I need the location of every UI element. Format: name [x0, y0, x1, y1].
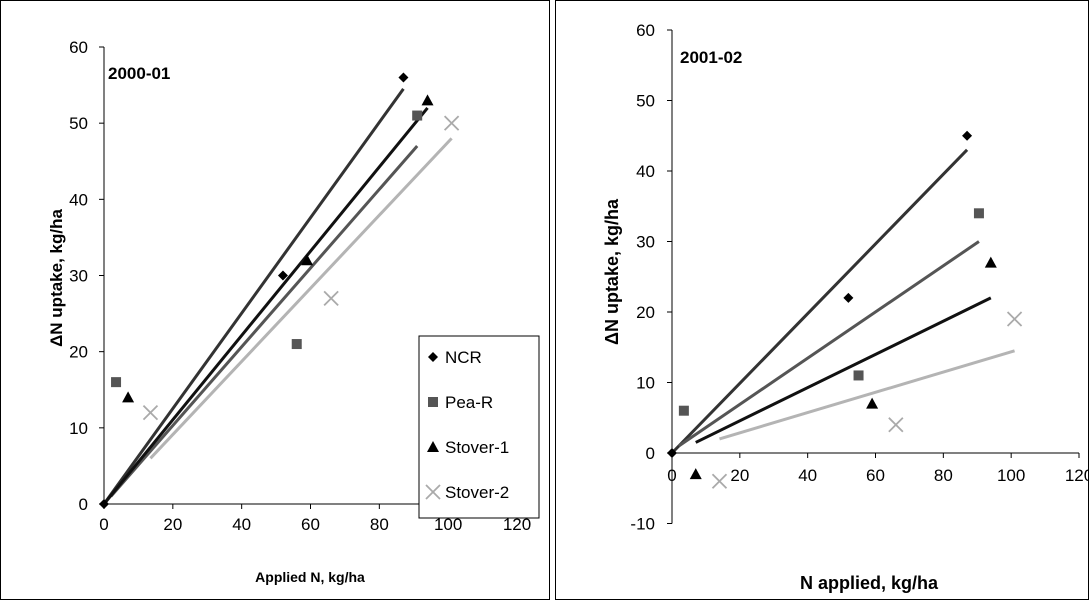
point-ncr [99, 499, 109, 509]
point-stover-1 [122, 391, 135, 403]
legend-label-pea-r: Pea-R [445, 393, 493, 412]
y-tick-label: 0 [646, 444, 655, 463]
point-ncr [962, 130, 973, 141]
legend-marker-stover-1 [427, 441, 439, 452]
y-tick-label: 10 [69, 419, 88, 438]
legend-marker-pea-r [428, 397, 438, 407]
y-tick-label: 40 [636, 162, 655, 181]
trendline-pea-r [677, 240, 980, 448]
chart-panel-2000-01: 0 10 20 30 40 50 60 0 20 40 60 80 100 120 2000-01 App… [0, 0, 550, 600]
point-stover-2 [711, 473, 728, 489]
axes-layer: -10 0 10 20 30 40 50 60 0 20 40 60 80 100 120 [630, 21, 1089, 534]
panel-title: 2000-01 [108, 64, 170, 83]
x-axis-label: N applied, kg/ha [800, 573, 939, 593]
x-tick-label: 0 [99, 515, 108, 534]
y-tick-label: -10 [630, 515, 655, 534]
point-stover-1 [984, 256, 997, 268]
legend-marker-stover-2 [425, 484, 441, 500]
x-tick-label: 60 [301, 515, 320, 534]
x-tick-label: 80 [370, 515, 389, 534]
trendlines-layer [670, 148, 1015, 455]
x-tick-label: 100 [434, 515, 462, 534]
point-stover-2 [323, 290, 339, 306]
y-tick-label: 30 [69, 267, 88, 286]
point-pea-r [412, 110, 423, 121]
y-tick-label: 50 [69, 114, 88, 133]
point-ncr [843, 292, 854, 303]
x-tick-label: 120 [503, 515, 531, 534]
markers-layer [99, 72, 460, 509]
point-pea-r [973, 208, 984, 219]
trendline-ncr [102, 88, 405, 505]
trendlines-layer [102, 88, 453, 505]
point-pea-r [291, 339, 302, 350]
x-tick-label: 20 [730, 466, 749, 485]
legend-marker-ncr [428, 352, 438, 362]
x-tick-label: 20 [163, 515, 182, 534]
point-stover-1 [866, 397, 879, 409]
x-tick-label: 0 [667, 466, 676, 485]
trendline-stover-1 [102, 106, 429, 505]
point-ncr [398, 72, 409, 83]
x-tick-label: 120 [1065, 466, 1089, 485]
y-tick-label: 30 [636, 233, 655, 252]
point-stover-1 [689, 468, 702, 480]
y-axis-label: ΔN uptake, kg/ha [602, 198, 622, 345]
axes-layer: 0 10 20 30 40 50 60 0 20 40 60 80 100 120 [69, 38, 531, 534]
point-stover-2 [142, 404, 159, 421]
point-stover-1 [301, 254, 314, 266]
x-tick-label: 100 [997, 466, 1025, 485]
trendline-stover-2 [719, 349, 1015, 441]
legend-box [418, 335, 540, 519]
point-pea-r [678, 405, 689, 416]
trendline-ncr [670, 148, 969, 455]
x-axis-label: Applied N, kg/ha [255, 569, 365, 585]
point-ncr [667, 448, 677, 458]
y-tick-label: 20 [69, 343, 88, 362]
trendline-stover-2 [149, 137, 453, 460]
y-tick-label: 60 [69, 38, 88, 57]
trendline-pea-r [109, 145, 419, 498]
legend-label-stover-2: Stover-2 [445, 483, 509, 502]
y-axis-label: ΔN uptake, kg/ha [47, 209, 66, 347]
legend-label-stover-1: Stover-1 [445, 438, 509, 457]
y-tick-label: 20 [636, 303, 655, 322]
markers-layer [667, 130, 1023, 489]
legend-label-ncr: NCR [445, 348, 482, 367]
point-pea-r [111, 377, 122, 388]
legend: NCR Pea-R Stover-1 Stover-2 [418, 335, 540, 519]
y-tick-label: 10 [636, 374, 655, 393]
y-tick-label: 40 [69, 190, 88, 209]
x-tick-label: 40 [798, 466, 817, 485]
x-tick-label: 80 [934, 466, 953, 485]
y-tick-label: 60 [636, 21, 655, 40]
point-stover-2 [888, 417, 904, 433]
x-tick-label: 60 [866, 466, 885, 485]
y-tick-label: 50 [636, 92, 655, 111]
trendline-stover-1 [695, 296, 992, 444]
panel-title: 2001-02 [680, 48, 742, 67]
point-stover-2 [1006, 311, 1023, 327]
point-stover-2 [443, 115, 460, 131]
point-pea-r [853, 370, 864, 381]
x-tick-label: 40 [232, 515, 251, 534]
point-ncr [277, 270, 288, 281]
point-stover-1 [421, 94, 434, 106]
y-tick-label: 0 [79, 495, 88, 514]
